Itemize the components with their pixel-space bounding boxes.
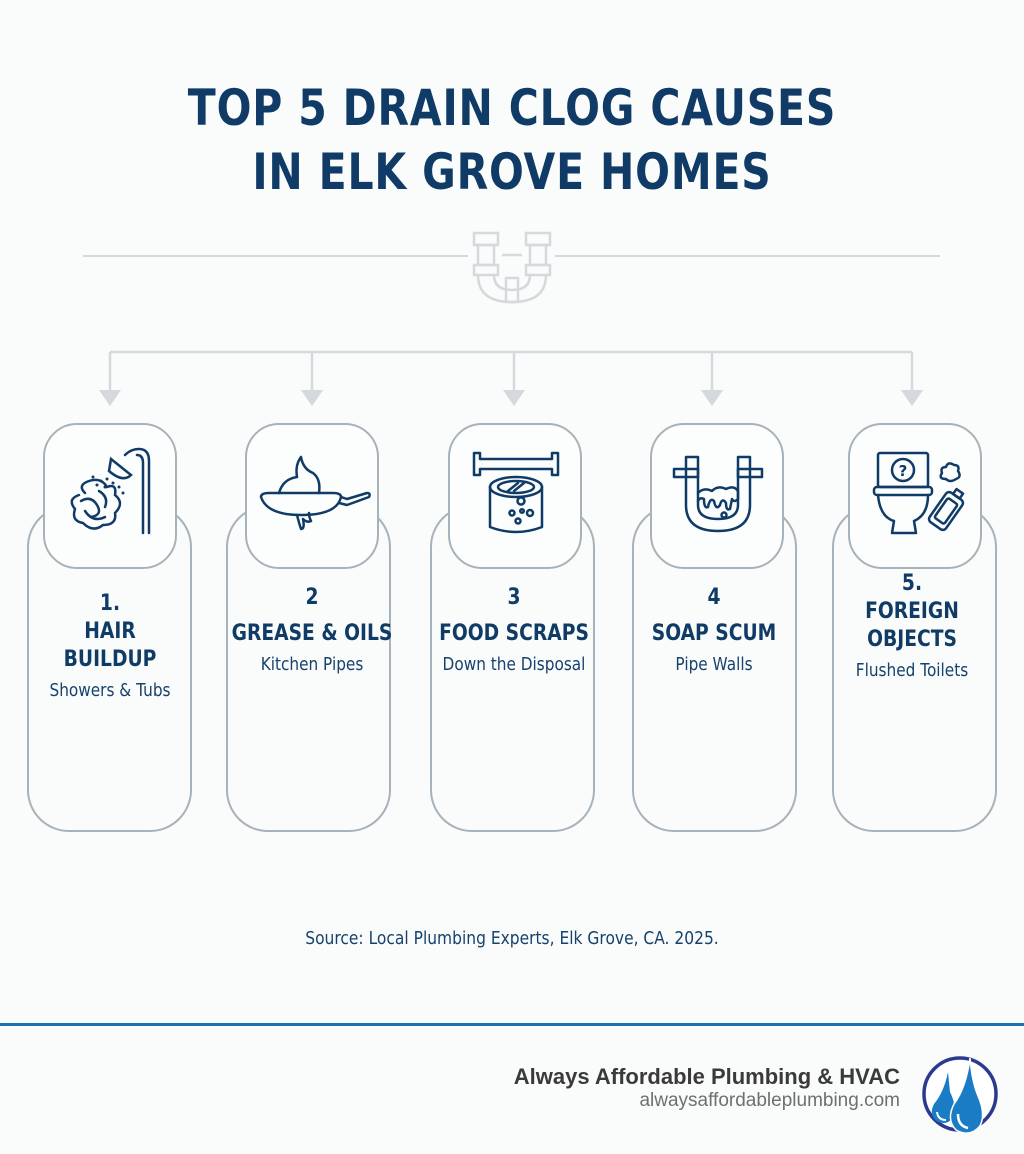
brand-url[interactable]: alwaysaffordableplumbing.com [639,1090,900,1111]
page-title-line-1: TOP 5 DRAIN CLOG CAUSES [187,79,837,137]
cause-title: GREASE & OILS [231,621,393,646]
svg-text:?: ? [899,462,908,480]
u-pipe-scum-icon [672,455,764,533]
cause-title: HAIR [84,619,136,644]
cause-text-2: 2 GREASE & OILS Kitchen Pipes [217,584,407,678]
cause-number: 5. [901,571,923,596]
cause-title: SOAP SCUM [651,621,777,646]
water-drops-logo-icon [922,1056,998,1134]
cause-title-line-2: BUILDUP [63,647,157,672]
icon-box-3 [448,423,582,569]
brand-block: Always Affordable Plumbing & HVAC always… [514,1064,900,1112]
cause-text-4: 4 SOAP SCUM Pipe Walls [619,584,809,678]
cause-number: 3 [507,585,521,610]
garbage-disposal-icon [472,451,560,534]
cause-number: 2 [305,585,319,610]
cause-title: FOREIGN [865,599,959,624]
connector-tree [99,350,923,406]
cause-subtitle: Showers & Tubs [49,680,171,701]
cause-number: 4 [707,585,721,610]
divider-left [83,255,468,257]
cause-subtitle: Pipe Walls [675,654,753,675]
toilet-objects-icon: ? [872,451,965,535]
divider-right [555,255,940,257]
cause-text-5: 5. FOREIGN OBJECTS Flushed Toilets [817,570,1007,684]
cause-subtitle: Down the Disposal [442,654,586,675]
cause-number: 1. [99,591,121,616]
frying-pan-grease-icon [259,455,371,531]
cause-subtitle: Kitchen Pipes [260,654,364,675]
cause-title: FOOD SCRAPS [439,621,589,646]
brand-name: Always Affordable Plumbing & HVAC [513,1064,900,1089]
icon-box-2 [245,423,379,569]
icon-box-4 [650,423,784,569]
footer-rule [0,1023,1024,1026]
page-title-line-2: IN ELK GROVE HOMES [252,143,772,201]
icon-box-1 [43,423,177,569]
icon-box-5: ? [848,423,982,569]
cause-title-line-2: OBJECTS [867,627,957,652]
cause-text-3: 3 FOOD SCRAPS Down the Disposal [419,584,609,678]
shower-hair-icon [70,447,151,535]
cause-text-1: 1. HAIR BUILDUP Showers & Tubs [15,590,205,704]
source-citation: Source: Local Plumbing Experts, Elk Grov… [305,928,719,949]
cause-subtitle: Flushed Toilets [855,660,969,681]
